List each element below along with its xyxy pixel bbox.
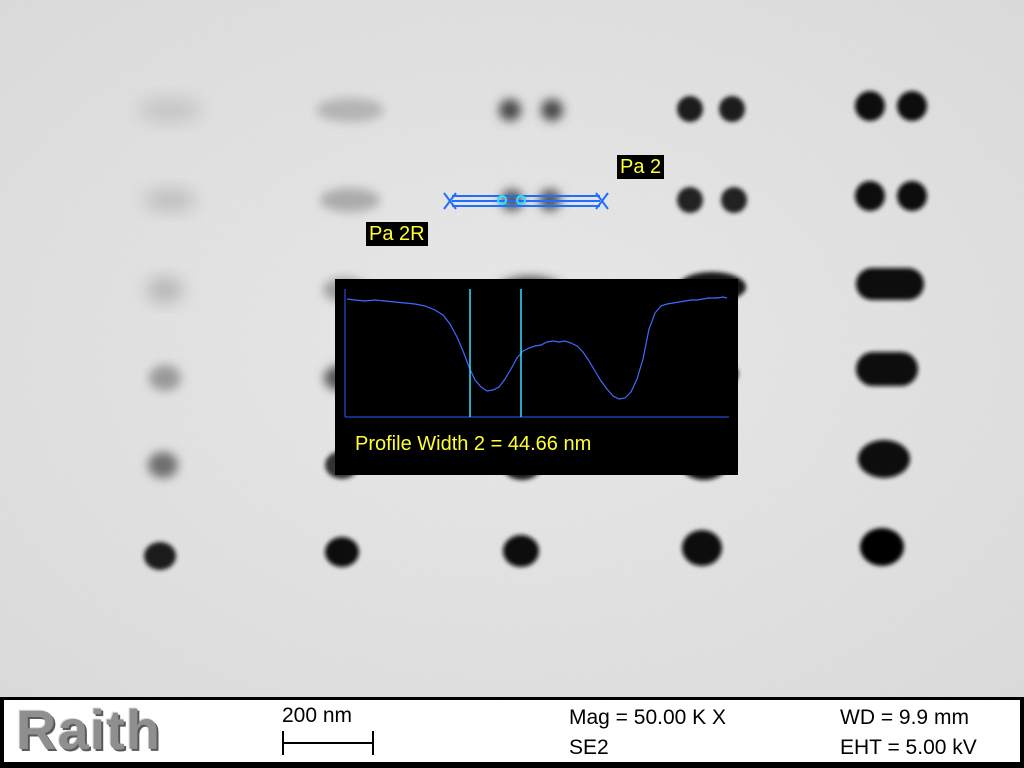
dot bbox=[147, 278, 183, 302]
dot bbox=[856, 352, 918, 386]
dot bbox=[499, 99, 521, 121]
profile-width-readout: Profile Width 2 = 44.66 nm bbox=[355, 433, 592, 455]
marker-end-left bbox=[443, 192, 457, 210]
dot bbox=[144, 189, 196, 211]
measurement-label-pa2: Pa 2 bbox=[617, 155, 665, 179]
dot bbox=[858, 440, 910, 478]
scale-bar-label: 200 nm bbox=[282, 704, 353, 727]
dot bbox=[719, 96, 745, 122]
dot bbox=[144, 542, 176, 570]
dot bbox=[148, 452, 178, 478]
profile-panel: Profile Width 2 = 44.66 nm bbox=[335, 279, 738, 475]
dot bbox=[677, 187, 703, 213]
marker-end-right bbox=[595, 192, 609, 210]
marker-handle bbox=[516, 195, 526, 205]
dot bbox=[138, 98, 202, 122]
dot bbox=[316, 98, 384, 122]
marker-handle bbox=[497, 195, 507, 205]
working-distance-readout: WD = 9.9 mm bbox=[840, 706, 969, 729]
dot bbox=[721, 187, 747, 213]
dot bbox=[677, 96, 703, 122]
scale-bar bbox=[282, 731, 374, 755]
dot bbox=[682, 530, 722, 566]
dot bbox=[897, 91, 927, 121]
info-bar-panel: Raith 200 nm Mag = 50.00 K X SE2 WD = 9.… bbox=[3, 699, 1021, 763]
dot bbox=[855, 91, 885, 121]
dot-column-1 bbox=[138, 98, 202, 570]
profile-curve bbox=[346, 296, 728, 400]
profile-plot bbox=[344, 289, 729, 418]
dot bbox=[503, 535, 539, 567]
magnification-readout: Mag = 50.00 K X bbox=[569, 706, 727, 729]
profile-measurement-marker bbox=[443, 192, 609, 210]
dot bbox=[325, 537, 359, 567]
dot bbox=[856, 268, 924, 300]
dot bbox=[320, 188, 380, 212]
dot-column-5 bbox=[855, 91, 927, 566]
detector-readout: SE2 bbox=[569, 736, 609, 759]
raith-logo: Raith bbox=[16, 698, 161, 761]
dot bbox=[860, 528, 904, 566]
info-bar: Raith 200 nm Mag = 50.00 K X SE2 WD = 9.… bbox=[0, 697, 1024, 768]
dot bbox=[855, 181, 885, 211]
dot bbox=[541, 99, 563, 121]
dot bbox=[897, 181, 927, 211]
measurement-label-pa2r: Pa 2R bbox=[366, 222, 428, 246]
eht-readout: EHT = 5.00 kV bbox=[840, 736, 977, 759]
dot bbox=[149, 365, 181, 391]
